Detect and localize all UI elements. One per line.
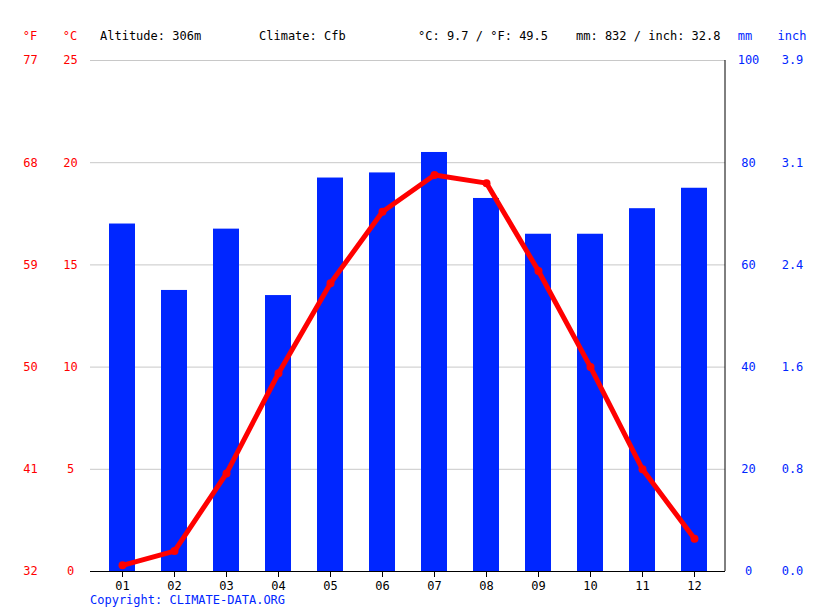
svg-text:3.9: 3.9 [782,53,804,67]
svg-text:20: 20 [741,462,755,476]
svg-text:41: 41 [23,462,37,476]
svg-text:32: 32 [23,564,37,578]
svg-text:04: 04 [271,579,285,593]
svg-text:60: 60 [741,258,755,272]
svg-text:2.4: 2.4 [782,258,804,272]
html-text:Copyright: CLIMATE-DATA.ORG: Copyright: CLIMATE-DATA.ORG [90,593,286,607]
svg-text:11: 11 [635,579,649,593]
svg-text:03: 03 [219,579,233,593]
html-text:mm: mm [737,29,753,43]
svg-text:0: 0 [67,564,74,578]
svg-text:25: 25 [63,53,77,67]
svg-text:80: 80 [741,156,755,170]
html-text:°C: °C [62,29,78,43]
svg-text:09: 09 [531,579,545,593]
html-text:inch: inch [777,29,807,43]
html-text:°C: 9.7 / °F: 49.5: °C: 9.7 / °F: 49.5 [418,29,548,43]
html-text:Altitude: 306m: Altitude: 306m [100,29,202,43]
svg-text:05: 05 [323,579,337,593]
svg-text:06: 06 [375,579,389,593]
svg-text:10: 10 [583,579,597,593]
svg-text:50: 50 [23,360,37,374]
html-text:Climate: Cfb: Climate: Cfb [259,29,346,43]
svg-text:01: 01 [115,579,129,593]
svg-text:0.8: 0.8 [782,462,804,476]
svg-text:1.6: 1.6 [782,360,804,374]
html-text:°F: °F [22,29,38,43]
svg-text:100: 100 [738,53,760,67]
svg-text:59: 59 [23,258,37,272]
svg-text:02: 02 [167,579,181,593]
svg-text:3.1: 3.1 [782,156,804,170]
svg-text:20: 20 [63,156,77,170]
html-text:mm: 832 / inch: 32.8: mm: 832 / inch: 32.8 [576,29,721,43]
svg-text:08: 08 [479,579,493,593]
svg-text:10: 10 [63,360,77,374]
svg-text:07: 07 [427,579,441,593]
svg-text:77: 77 [23,53,37,67]
svg-text:5: 5 [67,462,74,476]
svg-text:0.0: 0.0 [782,564,804,578]
svg-text:68: 68 [23,156,37,170]
svg-text:0: 0 [745,564,752,578]
svg-text:12: 12 [687,579,701,593]
svg-text:15: 15 [63,258,77,272]
svg-text:40: 40 [741,360,755,374]
